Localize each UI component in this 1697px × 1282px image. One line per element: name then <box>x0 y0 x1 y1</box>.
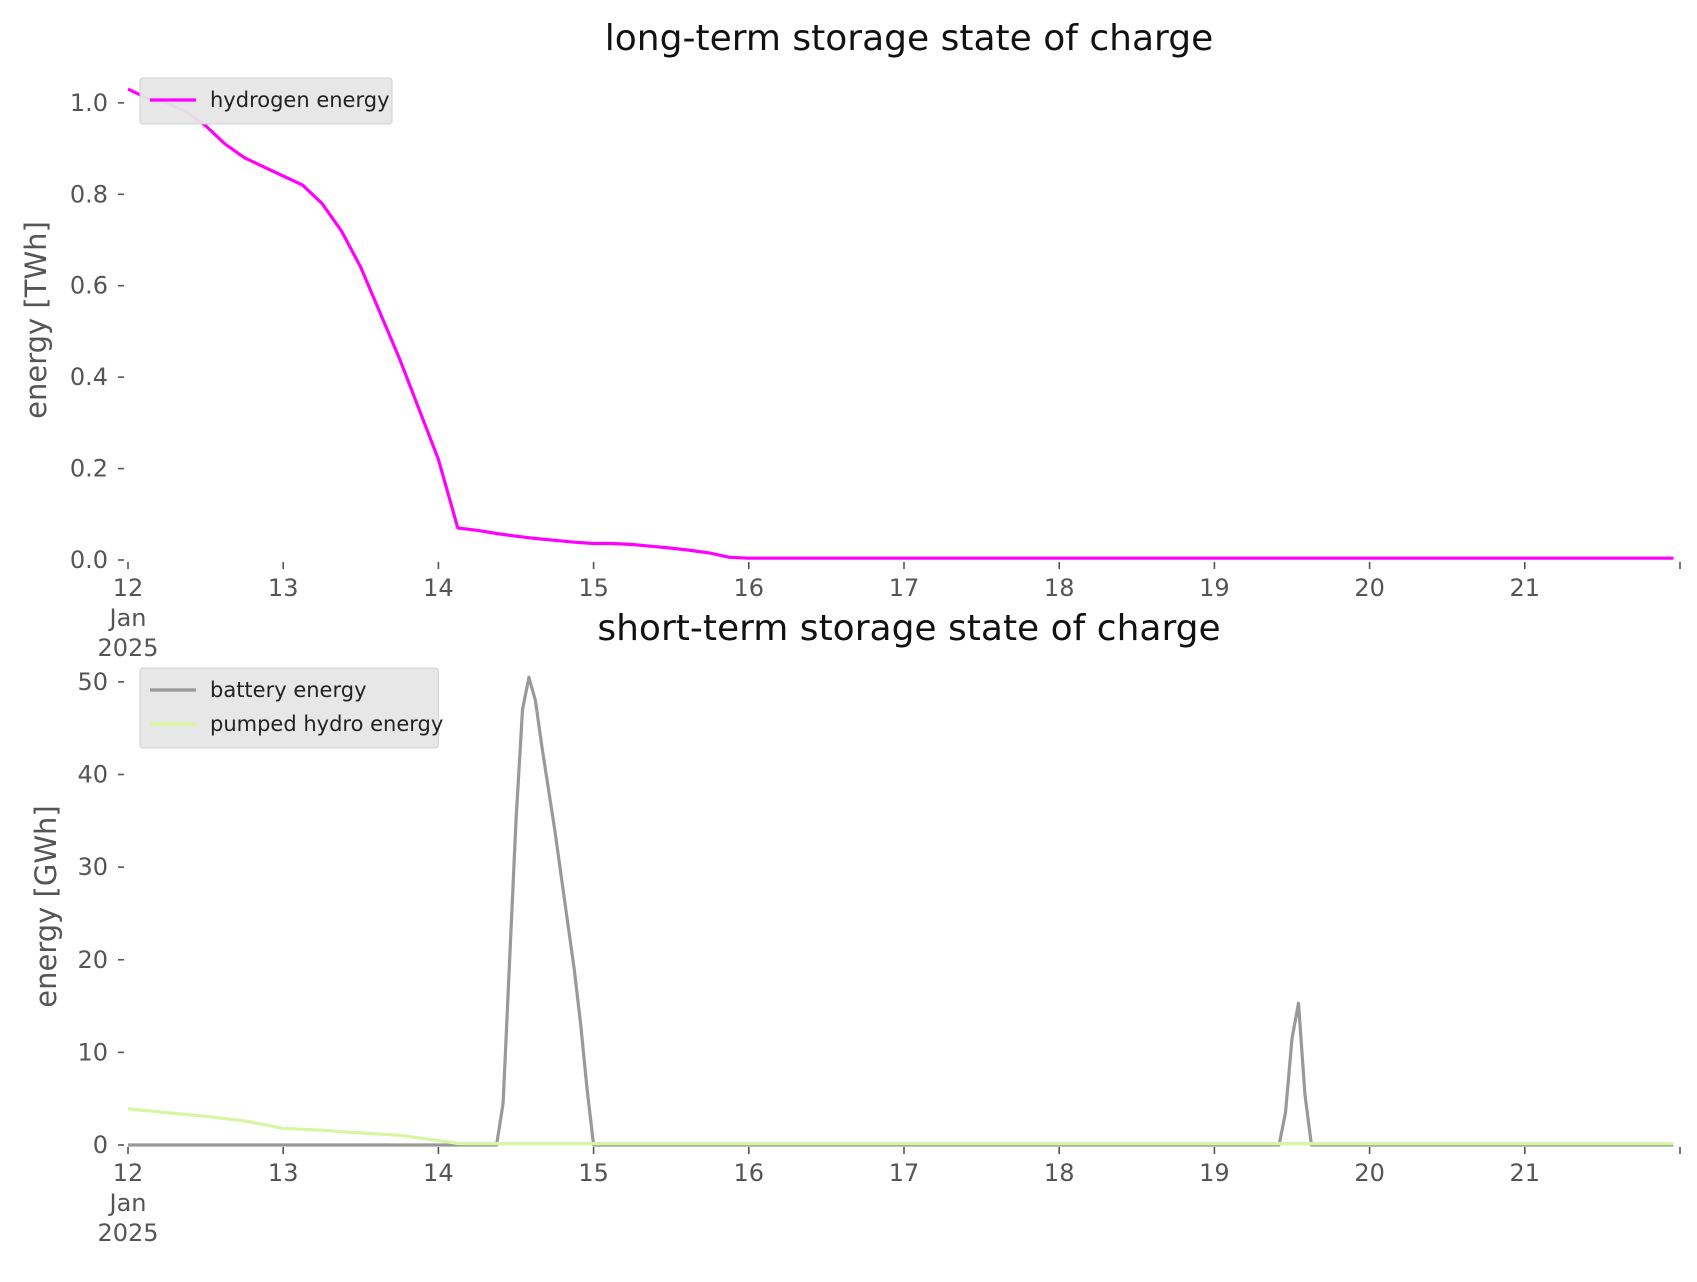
y-tick-label: 50 <box>77 668 108 696</box>
x-tick-label-year: 2025 <box>97 634 158 662</box>
x-tick-label: 15 <box>578 1159 609 1187</box>
y-tick-label: 20 <box>77 946 108 974</box>
x-tick-label: 21 <box>1510 1159 1541 1187</box>
x-tick-label: 13 <box>268 574 299 602</box>
y-axis-label: energy [GWh] <box>29 805 63 1007</box>
x-tick-label-year: 2025 <box>97 1219 158 1247</box>
y-tick-label: 0.0 <box>70 546 108 574</box>
y-tick-label: 0.2 <box>70 455 108 483</box>
x-tick-label-month: Jan <box>108 1189 147 1217</box>
x-tick-label: 15 <box>578 574 609 602</box>
y-tick-label: 30 <box>77 853 108 881</box>
y-tick-label: 40 <box>77 761 108 789</box>
y-tick-label: 10 <box>77 1038 108 1066</box>
series-line-pumped-hydro-energy <box>127 1107 1674 1146</box>
x-tick-label: 16 <box>734 574 765 602</box>
x-tick-label: 21 <box>1510 574 1541 602</box>
chart-title: short-term storage state of charge <box>597 608 1220 649</box>
legend-box <box>139 77 393 125</box>
x-tick-label: 20 <box>1354 574 1385 602</box>
chart-title: long-term storage state of charge <box>605 18 1213 59</box>
x-tick-label: 14 <box>423 1159 454 1187</box>
x-tick-label: 17 <box>889 574 920 602</box>
y-tick-label: 0.6 <box>70 272 108 300</box>
series-line-hydrogen-energy <box>127 87 1674 560</box>
x-tick-label-month: Jan <box>108 604 147 632</box>
y-tick-label: 0 <box>93 1131 108 1159</box>
y-tick-label: 1.0 <box>70 89 108 117</box>
x-tick-label: 19 <box>1199 1159 1230 1187</box>
chart-panel-1: long-term storage state of charge energy … <box>19 18 1681 662</box>
legend-box <box>139 667 439 749</box>
series-line-battery-energy <box>128 675 1674 1147</box>
x-tick-label: 20 <box>1354 1159 1385 1187</box>
x-tick-label: 19 <box>1199 574 1230 602</box>
x-tick-label: 18 <box>1044 1159 1075 1187</box>
y-tick-label: 0.8 <box>70 180 108 208</box>
y-axis-label: energy [TWh] <box>19 221 53 419</box>
x-tick-label: 14 <box>423 574 454 602</box>
x-tick-label: 18 <box>1044 574 1075 602</box>
x-tick-label: 12 <box>113 574 144 602</box>
x-tick-label: 17 <box>889 1159 920 1187</box>
y-tick-label: 0.4 <box>70 363 108 391</box>
x-tick-label: 16 <box>734 1159 765 1187</box>
legend-label: hydrogen energy <box>210 88 390 112</box>
chart-panel-2: short-term storage state of charge energy… <box>29 608 1681 1247</box>
x-tick-label: 12 <box>113 1159 144 1187</box>
legend-label: pumped hydro energy <box>210 712 443 736</box>
x-tick-label: 13 <box>268 1159 299 1187</box>
legend-label: battery energy <box>210 678 367 702</box>
